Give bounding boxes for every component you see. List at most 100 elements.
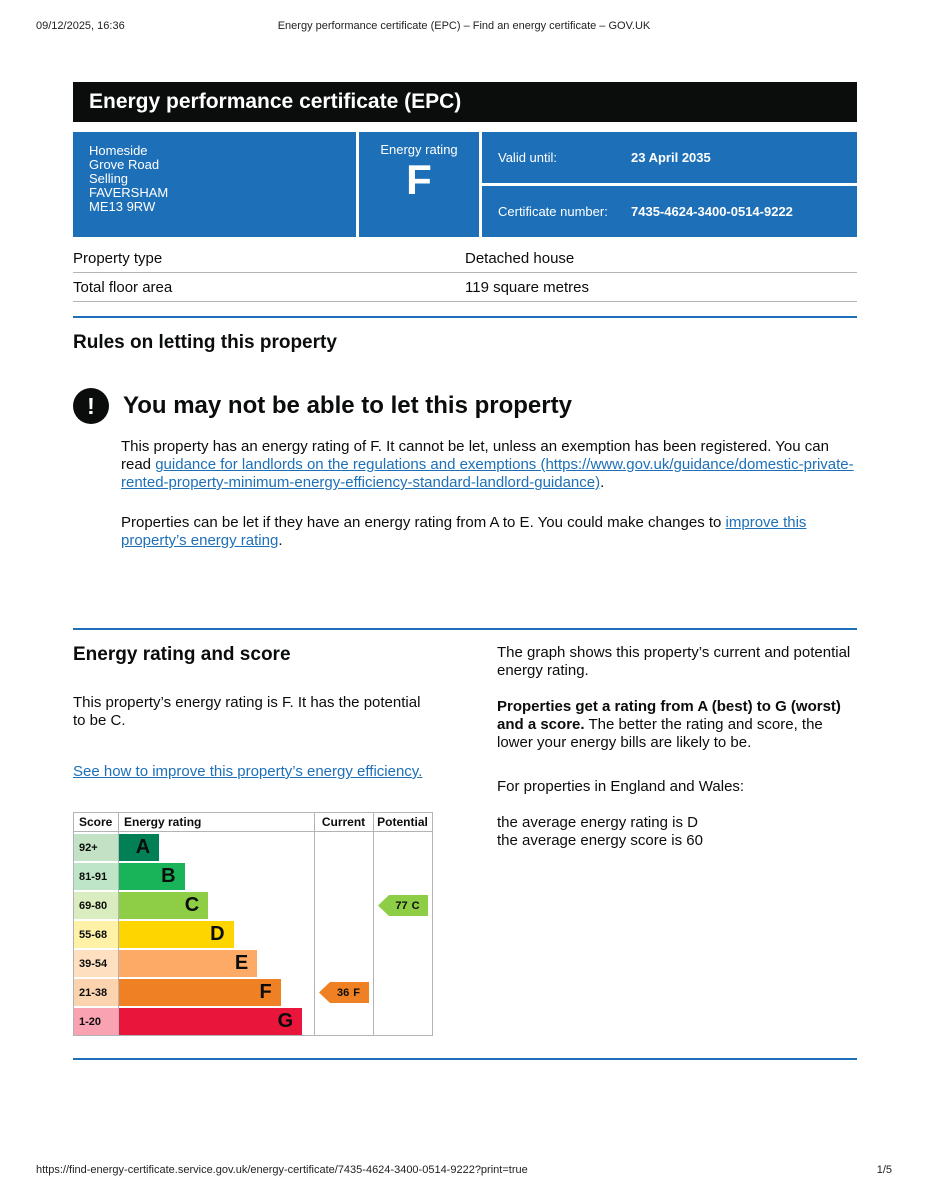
section-divider [73,628,857,630]
rating-explanation-column: The graph shows this property’s current … [497,644,857,1036]
band-score: 55-68 [74,921,118,948]
detail-label: Property type [73,249,163,267]
band-score: 92+ [74,834,118,861]
page-title: Energy performance certificate (EPC) [89,90,462,113]
current-rating-marker: 36 F [319,982,369,1003]
certificate-number-row: Certificate number: 7435-4624-3400-0514-… [482,186,857,237]
address-line: ME13 9RW [89,199,156,214]
valid-until-row: Valid until: 23 April 2035 [482,132,857,183]
chart-column-score: Score [79,815,113,829]
property-address: Homeside Grove Road Selling FAVERSHAM ME… [73,132,356,237]
band-score: 39-54 [74,950,118,977]
improve-rating-link[interactable]: improve this property’s energy rating [121,514,807,549]
section-divider [73,316,857,318]
property-details-table: Property type Detached house Total floor… [73,244,857,302]
band-bar: C [118,892,209,919]
warning-block: ! You may not be able to let this proper… [73,388,857,424]
certificate-number-value: 7435-4624-3400-0514-9222 [631,204,793,219]
chart-gridline [373,813,374,1035]
table-row: Total floor area 119 square metres [73,273,857,302]
warning-icon: ! [73,388,109,424]
graph-explanation: The graph shows this property’s current … [497,644,851,679]
page-content: Energy performance certificate (EPC) Hom… [73,82,857,1060]
landlord-guidance-link[interactable]: guidance for landlords on the regulation… [121,456,854,491]
print-timestamp: 09/12/2025, 16:36 [36,20,125,32]
chart-column-potential: Potential [377,815,428,829]
england-wales-intro: For properties in England and Wales: [497,778,745,795]
page-title-banner: Energy performance certificate (EPC) [73,82,857,122]
rules-paragraph-text: Properties can be let if they have an en… [121,514,726,531]
energy-rating-chart: Score Energy rating Current Potential 92… [73,812,433,1036]
warning-body: This property has an energy rating of F.… [121,438,857,550]
band-bar: F [118,979,281,1006]
band-row: 69-80 C [74,892,432,919]
footer-url: https://find-energy-certificate.service.… [36,1164,528,1176]
band-bar: G [118,1008,303,1035]
rating-intro: This property’s energy rating is F. It h… [73,694,421,729]
energy-rating-label: Energy rating [380,142,458,157]
band-row: 21-38 F [74,979,432,1006]
warning-title: You may not be able to let this property [123,392,572,419]
rules-paragraph-text: This property has an energy rating of F.… [121,438,829,473]
address-line: FAVERSHAM [89,185,169,200]
rating-score-heading: Energy rating and score [73,644,291,665]
chart-gridline [118,813,119,1035]
chart-column-current: Current [321,815,366,829]
address-line: Grove Road [89,157,160,172]
potential-letter: C [411,899,420,912]
average-score-line: the average energy score is 60 [497,832,703,849]
detail-value: Detached house [465,249,575,267]
current-letter: F [353,986,360,999]
potential-rating-marker: 77 C [378,895,428,916]
table-row: Property type Detached house [73,244,857,273]
chart-rows: 92+ A 81-91 B 69-80 C 55-68 [74,832,432,1035]
rating-explanation-bold: Properties get a rating from A (best) to… [497,698,841,733]
rules-heading: Rules on letting this property [73,332,337,353]
band-bar: B [118,863,185,890]
chart-header: Score Energy rating Current Potential [74,813,432,832]
band-row: 1-20 G [74,1008,432,1035]
band-row: 81-91 B [74,863,432,890]
rating-score-column: Energy rating and score This property’s … [73,644,433,1036]
certificate-meta: Valid until: 23 April 2035 Certificate n… [482,132,857,237]
rating-explanation: Properties get a rating from A (best) to… [497,698,857,752]
current-score: 36 [337,986,350,999]
band-score: 69-80 [74,892,118,919]
detail-label: Total floor area [73,278,173,296]
potential-score: 77 [395,899,408,912]
rules-paragraph: This property has an energy rating of F.… [121,438,857,492]
valid-until-value: 23 April 2035 [631,150,711,165]
print-footer: https://find-energy-certificate.service.… [36,1164,892,1176]
band-row: 92+ A [74,834,432,861]
band-bar: A [118,834,160,861]
improve-efficiency-link[interactable]: See how to improve this property’s energ… [73,763,423,780]
rating-explanation-rest: The better the rating and score, the low… [497,716,823,751]
rules-paragraph: Properties can be let if they have an en… [121,514,857,550]
rules-paragraph-text: . [278,532,283,549]
chart-gridline [314,813,315,1035]
chart-column-rating: Energy rating [124,815,202,829]
detail-value: 119 square metres [465,278,589,296]
print-title: Energy performance certificate (EPC) – F… [277,20,651,32]
band-score: 81-91 [74,863,118,890]
print-header: 09/12/2025, 16:36 Energy performance cer… [36,20,892,32]
band-row: 55-68 D [74,921,432,948]
valid-until-label: Valid until: [498,150,558,165]
band-score: 21-38 [74,979,118,1006]
band-bar: D [118,921,234,948]
energy-rating-box: Energy rating F [359,132,479,237]
energy-rating-value: F [406,156,432,203]
address-line: Homeside [89,143,148,158]
rating-and-score-section: Energy rating and score This property’s … [73,644,857,1036]
band-row: 39-54 E [74,950,432,977]
average-rating-line: the average energy rating is D [497,814,698,831]
page-indicator: 1/5 [876,1164,892,1176]
average-stats: the average energy rating is D the avera… [497,814,857,850]
address-line: Selling [89,171,129,186]
band-score: 1-20 [74,1008,118,1035]
band-bar: E [118,950,258,977]
section-divider [73,1058,857,1060]
rules-paragraph-text: . [600,474,605,491]
certificate-summary-box: Homeside Grove Road Selling FAVERSHAM ME… [73,132,857,237]
